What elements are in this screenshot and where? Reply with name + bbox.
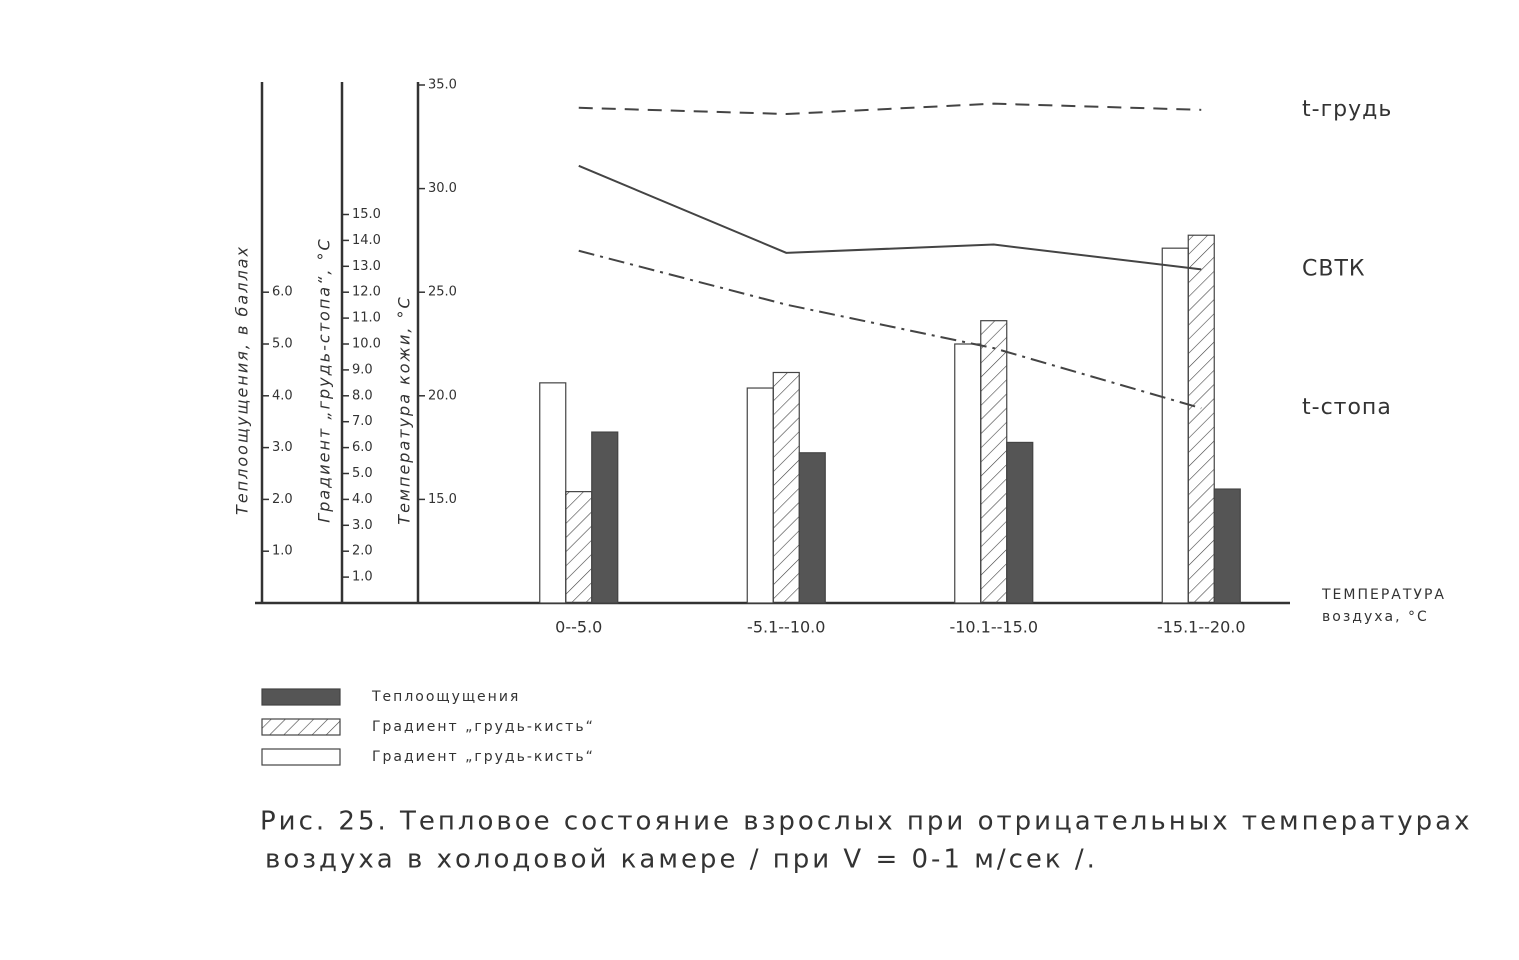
caption: Рис. 25. Тепловое состояние взрослых при… xyxy=(260,807,1472,837)
bar xyxy=(746,387,774,604)
tick-label: 4.0 xyxy=(352,492,373,507)
tick-label: 5.0 xyxy=(352,466,373,481)
legend-swatch xyxy=(261,688,341,706)
tick-label: 7.0 xyxy=(352,414,373,429)
bar xyxy=(1161,247,1189,604)
line-label: t-грудь xyxy=(1302,97,1392,122)
x-title: воздуха, °С xyxy=(1322,609,1429,625)
tick-label: 5.0 xyxy=(272,337,293,352)
x-tick-label: -10.1--15.0 xyxy=(949,618,1038,637)
bar xyxy=(772,371,800,604)
tick-label: 12.0 xyxy=(352,285,381,300)
bar xyxy=(1006,441,1034,604)
tick-label: 20.0 xyxy=(428,388,457,403)
bar xyxy=(591,431,619,604)
tick-label: 4.0 xyxy=(272,388,293,403)
y2-title: Градиент „грудь-стопа“, °С xyxy=(315,237,334,522)
bar xyxy=(565,491,593,604)
legend-swatch xyxy=(261,748,341,766)
bar xyxy=(1187,234,1215,604)
bar xyxy=(980,320,1008,604)
tick-label: 6.0 xyxy=(272,285,293,300)
tick-label: 3.0 xyxy=(352,518,373,533)
bar xyxy=(798,452,826,604)
legend-label: Градиент „грудь-кисть“ xyxy=(372,749,595,765)
tick-label: 25.0 xyxy=(428,285,457,300)
line xyxy=(578,249,1202,410)
tick-label: 15.0 xyxy=(352,207,381,222)
legend-label: Градиент „грудь-кисть“ xyxy=(372,719,595,735)
tick-label: 2.0 xyxy=(352,544,373,559)
bar xyxy=(539,382,567,604)
tick-label: 35.0 xyxy=(428,78,457,93)
x-tick-label: -5.1--10.0 xyxy=(747,618,825,637)
legend-swatch xyxy=(261,718,341,736)
tick-label: 3.0 xyxy=(272,440,293,455)
tick-label: 6.0 xyxy=(352,440,373,455)
line-label: СВТК xyxy=(1302,256,1366,281)
tick-label: 2.0 xyxy=(272,492,293,507)
bar xyxy=(954,343,982,604)
tick-label: 15.0 xyxy=(428,492,457,507)
line xyxy=(578,102,1202,116)
x-tick-label: 0--5.0 xyxy=(555,618,602,637)
x-title: ТЕМПЕРАТУРА xyxy=(1321,587,1446,603)
tick-label: 10.0 xyxy=(352,337,381,352)
x-tick-label: -15.1--20.0 xyxy=(1157,618,1246,637)
line xyxy=(578,164,1202,271)
tick-label: 30.0 xyxy=(428,181,457,196)
tick-label: 11.0 xyxy=(352,311,381,326)
y-title: Температура кожи, °С xyxy=(395,295,414,524)
caption: воздуха в холодовой камере / при V = 0-1… xyxy=(265,845,1098,875)
tick-label: 1.0 xyxy=(272,544,293,559)
line-label: t-стопа xyxy=(1302,395,1392,420)
tick-label: 14.0 xyxy=(352,233,381,248)
tick-label: 13.0 xyxy=(352,259,381,274)
tick-label: 1.0 xyxy=(352,570,373,585)
y3-title: Теплоощущения, в баллах xyxy=(233,245,252,515)
tick-label: 8.0 xyxy=(352,388,373,403)
legend-label: Теплоощущения xyxy=(371,689,520,705)
tick-label: 9.0 xyxy=(352,362,373,377)
bar xyxy=(1213,488,1241,604)
